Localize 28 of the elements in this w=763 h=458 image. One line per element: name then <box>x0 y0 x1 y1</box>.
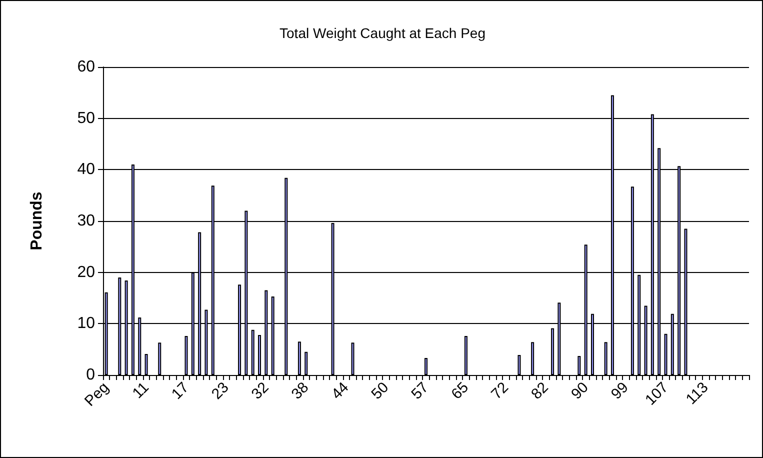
x-tick-label: 17 <box>168 378 192 403</box>
x-tick-label: 65 <box>448 378 472 403</box>
y-tick-label: 60 <box>77 58 96 76</box>
bar <box>604 342 608 375</box>
y-tick-label: 30 <box>77 212 96 230</box>
x-tick-label: 72 <box>488 378 512 403</box>
y-tick-label: 10 <box>77 315 96 332</box>
bar <box>424 358 428 375</box>
y-tick-label: 40 <box>77 161 96 178</box>
bar <box>578 356 581 375</box>
x-tick-label: 38 <box>288 378 312 403</box>
y-axis-title: Pounds <box>28 192 46 250</box>
y-tick-label: 20 <box>77 264 96 281</box>
x-tick-label: 23 <box>208 378 232 403</box>
x-tick-label: 82 <box>528 378 552 403</box>
x-tick-label: 50 <box>368 378 392 403</box>
x-tick-label: 44 <box>328 378 352 403</box>
x-tick-label: 113 <box>682 378 712 408</box>
y-tick-label: 50 <box>77 110 96 127</box>
x-tick-label: 11 <box>129 378 152 402</box>
bar <box>258 334 262 375</box>
x-tick-label: 32 <box>248 378 272 403</box>
x-tick-label: 57 <box>408 378 432 403</box>
bar <box>251 330 254 375</box>
x-tick-label: 99 <box>608 378 632 403</box>
chart-title: Total Weight Caught at Each Peg <box>280 25 486 41</box>
x-tick-label: 90 <box>568 378 592 403</box>
x-tick-label: 107 <box>642 378 672 409</box>
